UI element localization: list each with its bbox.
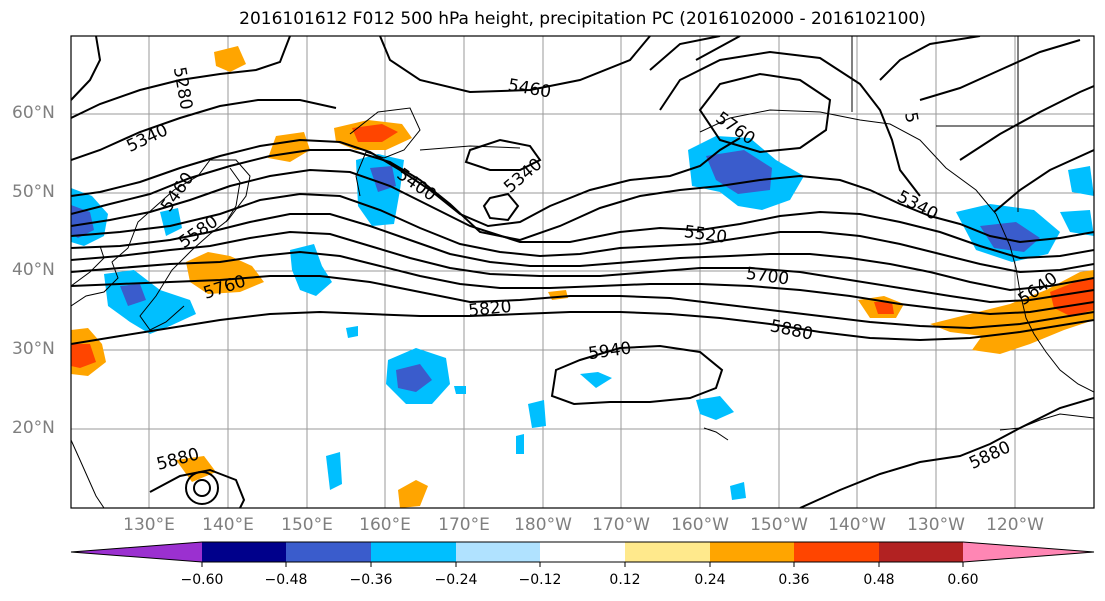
contour-5340-closed [464, 138, 542, 171]
contour-5640 [71, 213, 1094, 292]
lon-label: 160°E [359, 515, 411, 535]
contour-south-low [149, 468, 246, 508]
lon-label: 150°W [750, 515, 808, 535]
map-frame [70, 35, 1095, 509]
contour-5880-south [799, 397, 1094, 508]
colorbar-swatch [879, 542, 964, 562]
precip-blob-positive [214, 46, 246, 72]
colorbar-max-arrow [963, 542, 1094, 562]
contour-east-1 [959, 85, 1094, 161]
precip-blob-negative [528, 400, 546, 428]
precip-blob-negative [160, 208, 182, 236]
contour-5580 [71, 192, 1094, 274]
precip-blob-negative-core [980, 222, 1040, 252]
lon-label: 140°W [828, 515, 886, 535]
precip-blob-positive-core [71, 344, 96, 368]
precip-blob-negative-core [396, 364, 432, 392]
colorbar-tick-label: 0.24 [694, 572, 726, 588]
colorbar-min-arrow [71, 542, 202, 562]
contour-south-low-core [193, 479, 211, 497]
contour-5280 [71, 36, 291, 119]
lon-label: 180°W [514, 515, 572, 535]
contour-alaska-3 [659, 50, 921, 197]
contour-5820 [71, 275, 1094, 330]
colorbar-tick-label: −0.12 [518, 572, 562, 588]
contour-5880 [71, 310, 1094, 345]
precip-blob-negative-core [706, 150, 772, 194]
lat-label: 50°N [12, 182, 55, 202]
colorbar-swatch [286, 542, 372, 562]
lat-label: 30°N [12, 339, 55, 359]
colorbar-tick-label: −0.24 [434, 572, 478, 588]
precip-blob-positive-core [352, 124, 398, 142]
lon-label: 170°W [592, 515, 650, 535]
colorbar-tick-label: 0.60 [947, 572, 979, 588]
contour-5760-west [919, 39, 1081, 101]
colorbar-swatch [540, 542, 626, 562]
colorbar-tick-label: 0.48 [863, 572, 895, 588]
contour-ridge [879, 36, 981, 81]
lon-label: 160°W [671, 515, 729, 535]
lon-label: 170°E [438, 515, 490, 535]
contour-5760 [71, 250, 1094, 316]
lon-label: 130°W [907, 515, 965, 535]
lat-label: 20°N [12, 418, 55, 438]
colorbar-swatch [625, 542, 710, 562]
precip-blob-negative [580, 372, 612, 388]
precip-blob-negative [1060, 210, 1094, 236]
colorbar-swatch [710, 542, 795, 562]
contour-label: 5 [900, 111, 922, 125]
contour-5940 [550, 344, 724, 406]
height-contours [71, 36, 1094, 508]
colorbar-swatch [202, 542, 287, 562]
lon-label: 140°E [202, 515, 254, 535]
precip-blob-negative [696, 396, 734, 420]
precip-blob-negative [454, 386, 466, 394]
colorbar-swatch [456, 542, 541, 562]
colorbar-tick-label: 0.12 [609, 572, 641, 588]
precip-blob-negative [516, 434, 524, 454]
contour-alaska-2 [698, 72, 832, 154]
coastlines [71, 36, 1094, 508]
colorbar-tick-label: −0.60 [180, 572, 224, 588]
precip-blob-negative [290, 244, 332, 296]
precip-blob-positive-core [874, 302, 894, 314]
contour-alaska-low [649, 36, 721, 71]
precip-blob-negative [326, 452, 342, 490]
lon-label: 120°W [986, 515, 1044, 535]
contour-5340-north [71, 99, 337, 161]
colorbar-tick-label: 0.36 [778, 572, 810, 588]
colorbar-tick-label: −0.36 [349, 572, 393, 588]
precip-blob-positive [398, 480, 428, 508]
contour-5460 [71, 149, 1094, 244]
contour-5700 [71, 230, 1094, 304]
contour-south-low-inner [185, 471, 219, 505]
precip-blob-positive [176, 456, 216, 482]
precip-blob-negative [1068, 166, 1094, 196]
contour-closed-small [482, 192, 520, 222]
precip-blob-negative-core [120, 284, 146, 306]
lon-label: 130°E [123, 515, 175, 535]
colorbar-swatch [371, 542, 456, 562]
lat-label: 60°N [12, 103, 55, 123]
precip-blob-negative [346, 326, 358, 338]
contour-5460-low [379, 36, 651, 94]
contour-label: 5820 [467, 297, 512, 321]
colorbar-swatch [794, 542, 880, 562]
colorbar [70, 541, 1095, 567]
contour-west-edge [71, 36, 102, 101]
precip-blob-negative [730, 482, 746, 500]
contour-east-2 [993, 149, 1094, 213]
contour-5400 [71, 137, 741, 228]
contour-alaska-1 [695, 36, 741, 61]
contour-5520 [71, 168, 1094, 260]
colorbar-tick-label: −0.48 [264, 572, 308, 588]
lat-label: 40°N [12, 260, 55, 280]
lon-label: 150°E [281, 515, 333, 535]
figure-title: 2016101612 F012 500 hPa height, precipit… [239, 9, 926, 29]
